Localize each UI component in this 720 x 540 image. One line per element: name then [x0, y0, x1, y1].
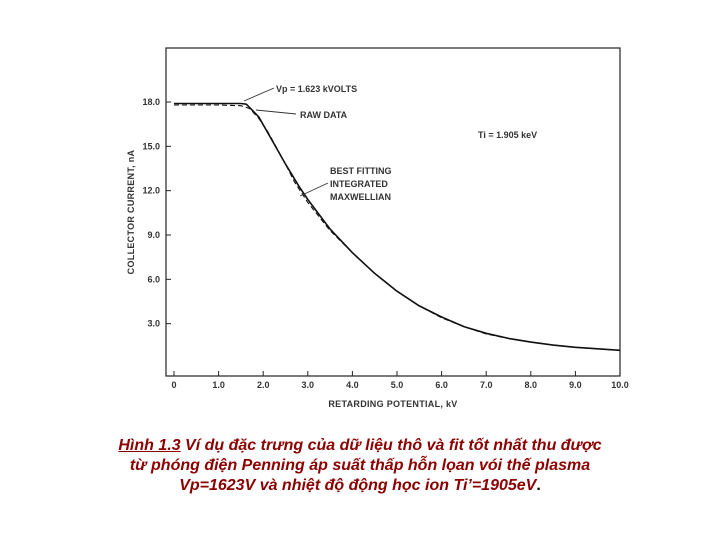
x-tick-label: 10.0 [611, 380, 629, 390]
figure-caption: Hình 1.3 Ví dụ đặc trưng của dữ liệu thô… [60, 436, 660, 496]
fit-annotation-line3: MAXWELLIAN [330, 192, 391, 202]
x-axis-ticks: 0 1.0 2.0 3.0 4.0 5.0 6.0 7.0 8.0 9.0 10.0 [171, 371, 628, 390]
chart: 3.0 6.0 9.0 12.0 15.0 18.0 0 1.0 2.0 3.0 4.0 5.0 6.… [0, 0, 720, 430]
vp-leader-line [244, 88, 274, 101]
fit-leader-line [300, 183, 328, 196]
series-best-fit-line [174, 104, 620, 351]
raw-data-annotation: RAW DATA [300, 110, 348, 120]
x-tick-label: 4.0 [346, 380, 359, 390]
x-tick-label: 3.0 [302, 380, 315, 390]
y-tick-label: 15.0 [142, 141, 160, 151]
plot-frame [166, 48, 620, 376]
x-tick-label: 8.0 [525, 380, 538, 390]
x-tick-label: 0 [171, 380, 176, 390]
vp-annotation: Vp = 1.623 kVOLTS [276, 84, 357, 94]
x-tick-label: 1.0 [212, 380, 225, 390]
y-tick-label: 3.0 [147, 319, 160, 329]
fit-annotation-line1: BEST FITTING [330, 166, 392, 176]
caption-line2: từ phóng điện Penning áp suất thấp hỗn l… [130, 457, 590, 474]
x-tick-label: 7.0 [480, 380, 493, 390]
caption-line1: Ví dụ đặc trưng của dữ liệu thô và fit t… [181, 437, 602, 454]
x-axis-title: RETARDING POTENTIAL, kV [328, 399, 457, 409]
x-tick-label: 2.0 [257, 380, 270, 390]
y-tick-label: 9.0 [147, 230, 160, 240]
series-layer [174, 104, 620, 351]
series-raw-data-line [174, 105, 620, 350]
y-tick-label: 18.0 [142, 97, 160, 107]
caption-line3: Vp=1623V và nhiệt độ động học ion Ti’=19… [179, 477, 536, 494]
x-tick-label: 9.0 [569, 380, 582, 390]
caption-figure-number: Hình 1.3 [118, 437, 180, 454]
y-tick-label: 12.0 [142, 186, 160, 196]
fit-annotation-line2: INTEGRATED [330, 179, 388, 189]
x-tick-label: 6.0 [435, 380, 448, 390]
y-axis-ticks: 3.0 6.0 9.0 12.0 15.0 18.0 [142, 97, 171, 329]
x-tick-label: 5.0 [391, 380, 404, 390]
y-tick-label: 6.0 [147, 274, 160, 284]
y-axis-title: COLLECTOR CURRENT, nA [126, 149, 136, 274]
ti-annotation: Ti = 1.905 keV [478, 130, 537, 140]
caption-period: . [536, 477, 540, 494]
raw-data-leader-line [256, 110, 296, 114]
